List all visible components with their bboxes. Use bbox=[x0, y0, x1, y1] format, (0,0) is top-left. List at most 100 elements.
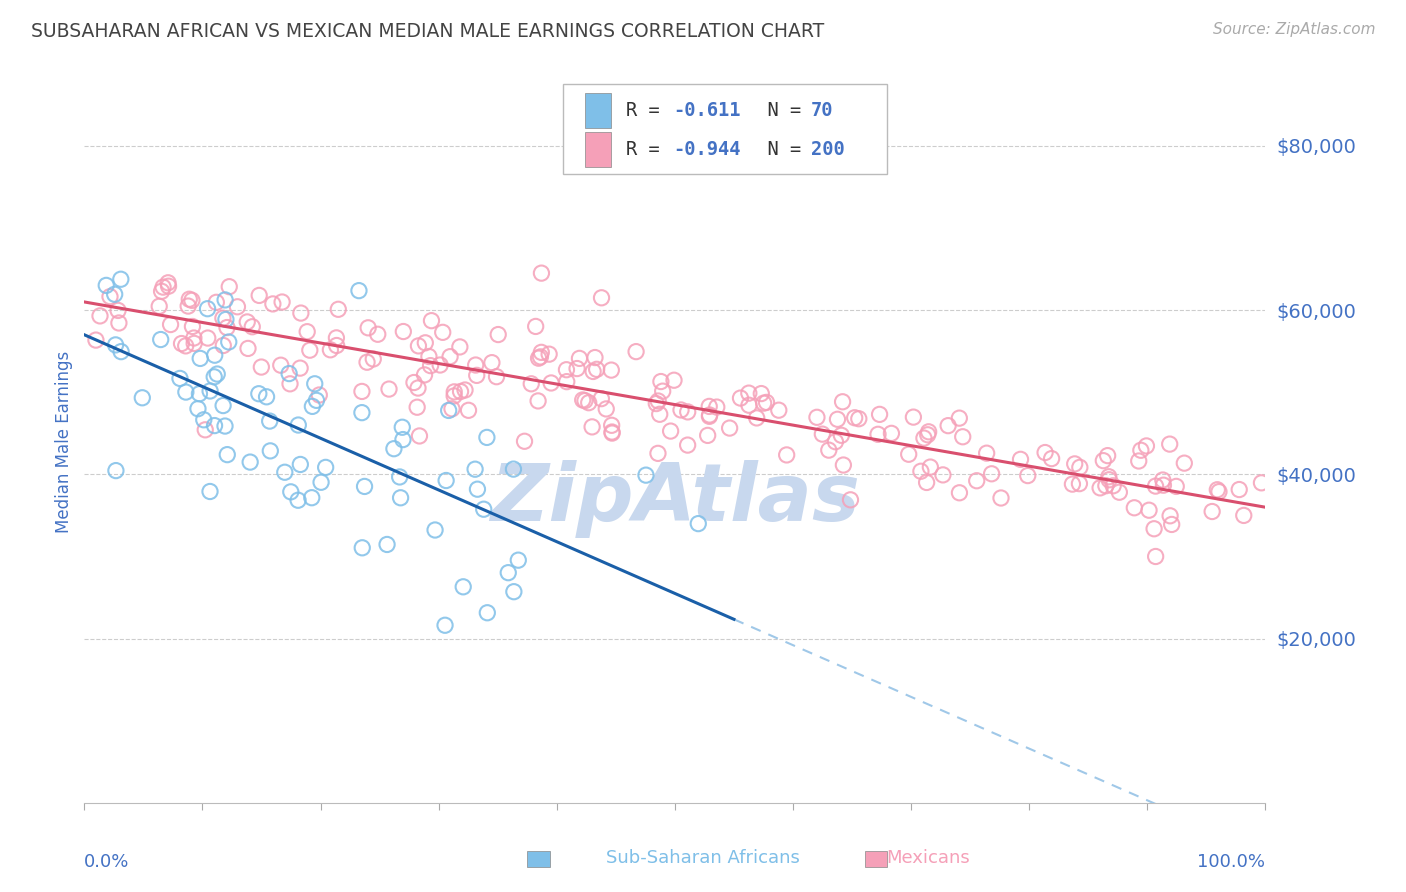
Point bbox=[530, 266, 553, 280]
Point bbox=[325, 338, 347, 352]
Point bbox=[699, 409, 721, 424]
Point bbox=[84, 333, 107, 347]
Point bbox=[375, 537, 398, 551]
Point bbox=[159, 318, 181, 332]
Point bbox=[287, 493, 309, 508]
Point bbox=[1201, 504, 1223, 518]
Point bbox=[183, 336, 205, 351]
Point bbox=[149, 333, 172, 347]
Point bbox=[844, 410, 866, 425]
Point bbox=[1097, 449, 1119, 463]
Point bbox=[1108, 485, 1130, 500]
Point bbox=[948, 485, 970, 500]
Point bbox=[388, 470, 411, 484]
Point bbox=[917, 425, 939, 439]
Point bbox=[1123, 500, 1146, 515]
Point bbox=[290, 458, 312, 472]
Point bbox=[662, 373, 685, 387]
Point bbox=[645, 396, 668, 410]
Point bbox=[287, 417, 309, 432]
Point bbox=[392, 433, 415, 447]
Point bbox=[450, 384, 472, 399]
Point bbox=[502, 462, 524, 476]
Point bbox=[585, 362, 607, 376]
Point bbox=[932, 467, 955, 482]
Point bbox=[485, 369, 508, 384]
Point bbox=[205, 367, 228, 381]
Point bbox=[270, 358, 292, 372]
Point bbox=[651, 384, 673, 399]
Point bbox=[437, 403, 460, 417]
Point bbox=[529, 350, 551, 364]
Point bbox=[188, 351, 211, 366]
Point bbox=[278, 367, 301, 381]
Point bbox=[350, 406, 373, 420]
Y-axis label: Median Male Earnings: Median Male Earnings bbox=[55, 351, 73, 533]
Point bbox=[1206, 483, 1229, 497]
Point bbox=[811, 427, 834, 442]
Point bbox=[624, 344, 647, 359]
Point bbox=[439, 350, 461, 364]
Text: Source: ZipAtlas.com: Source: ZipAtlas.com bbox=[1212, 22, 1375, 37]
Point bbox=[738, 398, 761, 412]
Point bbox=[555, 362, 578, 376]
Point bbox=[305, 393, 328, 408]
Point bbox=[464, 358, 486, 372]
Point bbox=[1010, 452, 1032, 467]
Point bbox=[419, 359, 441, 373]
Point bbox=[308, 388, 330, 402]
Point bbox=[212, 311, 235, 326]
Point bbox=[464, 462, 486, 476]
Point bbox=[357, 320, 380, 334]
Point bbox=[472, 502, 495, 516]
Point bbox=[634, 468, 657, 483]
Point bbox=[212, 399, 235, 413]
Point bbox=[555, 375, 578, 389]
Point bbox=[513, 434, 536, 449]
Point bbox=[214, 419, 236, 434]
Point bbox=[465, 368, 488, 383]
Point bbox=[1088, 481, 1111, 495]
Point bbox=[239, 455, 262, 469]
Point bbox=[180, 293, 202, 308]
Point bbox=[181, 319, 204, 334]
Point bbox=[832, 458, 855, 472]
Point bbox=[325, 331, 347, 345]
Text: ZipAtlas: ZipAtlas bbox=[489, 460, 860, 539]
Point bbox=[1092, 453, 1115, 467]
Point bbox=[1040, 451, 1063, 466]
Point bbox=[706, 400, 728, 414]
Text: Mexicans: Mexicans bbox=[886, 849, 970, 867]
Text: Sub-Saharan Africans: Sub-Saharan Africans bbox=[606, 849, 800, 867]
Point bbox=[174, 339, 197, 353]
Point bbox=[194, 423, 217, 437]
Point bbox=[508, 553, 530, 567]
FancyBboxPatch shape bbox=[562, 84, 887, 174]
Point bbox=[440, 401, 463, 416]
FancyBboxPatch shape bbox=[585, 133, 612, 167]
Point bbox=[568, 351, 591, 366]
Point bbox=[600, 418, 623, 433]
Point bbox=[259, 443, 281, 458]
Point bbox=[350, 384, 373, 399]
Point bbox=[527, 351, 550, 366]
Point bbox=[290, 306, 312, 320]
Point bbox=[1128, 454, 1150, 468]
Text: 200: 200 bbox=[811, 140, 845, 160]
Point bbox=[688, 516, 710, 531]
Point bbox=[204, 418, 226, 433]
Text: -0.944: -0.944 bbox=[673, 140, 741, 160]
Point bbox=[434, 618, 457, 632]
Point bbox=[131, 391, 153, 405]
Point bbox=[319, 343, 342, 357]
Point bbox=[948, 411, 970, 425]
Point bbox=[347, 284, 370, 298]
Point bbox=[152, 280, 174, 294]
Point bbox=[578, 395, 600, 409]
Point bbox=[745, 411, 768, 425]
Point bbox=[457, 403, 479, 417]
Point bbox=[1159, 508, 1181, 523]
Point bbox=[157, 276, 180, 290]
Point bbox=[917, 427, 939, 442]
Point bbox=[502, 584, 524, 599]
